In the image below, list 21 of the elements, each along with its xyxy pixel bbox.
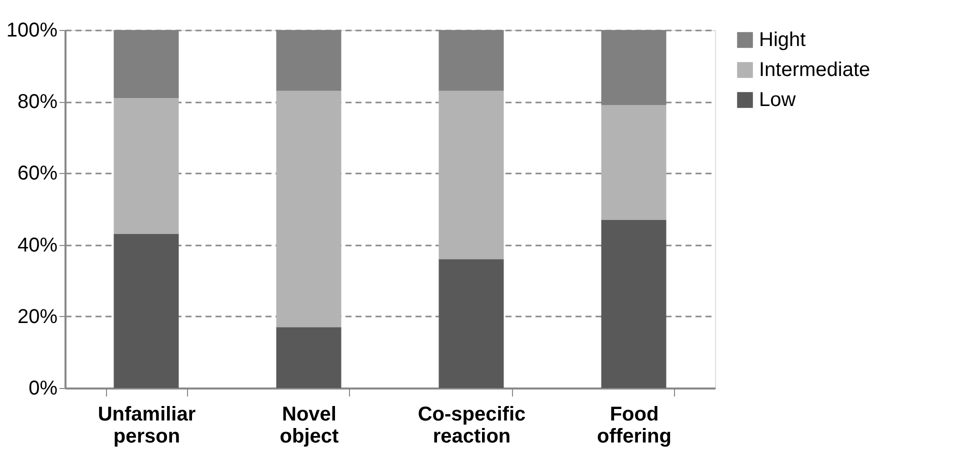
bar — [114, 98, 179, 234]
y-tick-label: 20% — [17, 306, 58, 328]
bar — [601, 105, 666, 220]
bar — [438, 90, 504, 260]
y-tick-label: 40% — [17, 234, 58, 256]
x-tick-label: Co-specific reaction — [418, 404, 526, 448]
bar — [601, 220, 666, 388]
y-tick-label: 0% — [28, 378, 58, 400]
y-tick-label: 60% — [17, 162, 58, 185]
x-tick-label: Novel object — [280, 404, 340, 448]
y-tick-label: 80% — [17, 91, 58, 114]
y-tick-label: 100% — [6, 20, 58, 42]
bar — [114, 234, 179, 388]
bar — [276, 327, 342, 388]
legend-label: Intermediate — [759, 59, 870, 81]
bar — [438, 259, 504, 388]
x-tick-label: Unfamiliar person — [98, 404, 196, 448]
legend-label: Low — [759, 89, 796, 111]
legend-label: Hight — [759, 29, 806, 51]
x-tick-label: Food offering — [597, 404, 672, 448]
bar — [276, 90, 342, 328]
